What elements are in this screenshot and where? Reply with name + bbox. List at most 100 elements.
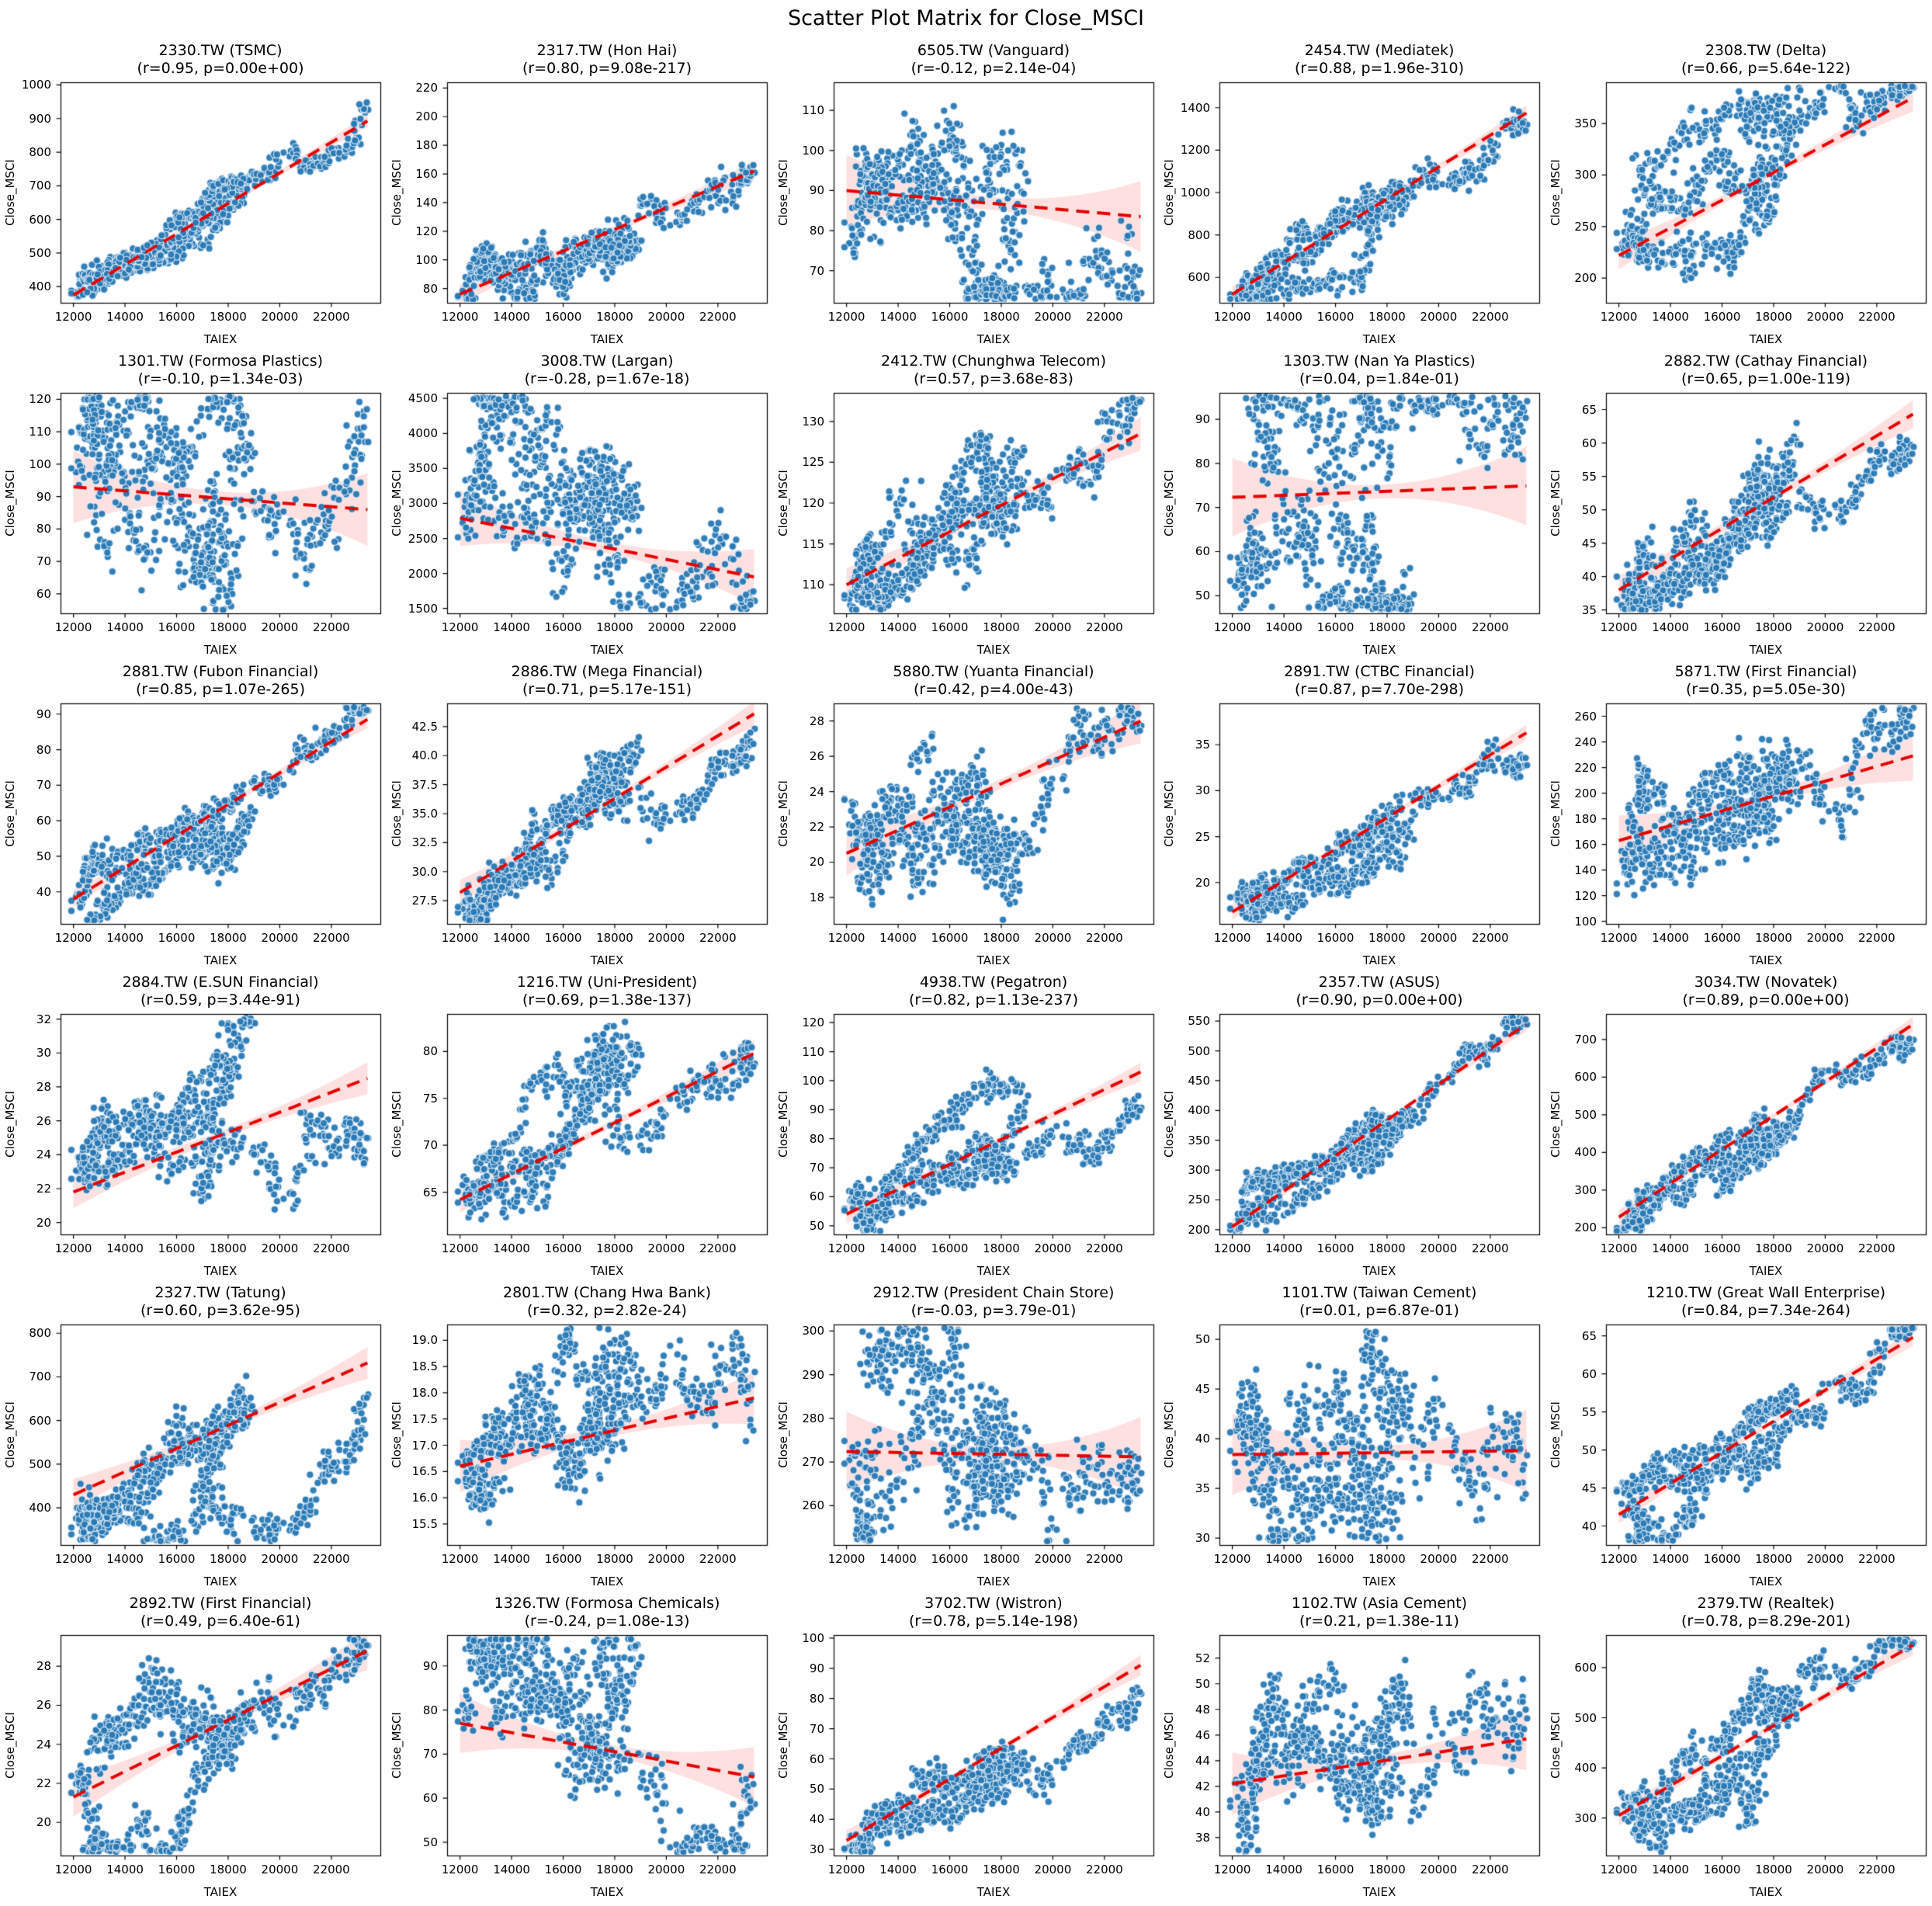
subplot-title: 1210.TW (Great Wall Enterprise) (r=0.84, … [1606, 1284, 1926, 1320]
y-tick-label: 18 [809, 890, 824, 904]
x-tick-label: 20000 [647, 1863, 685, 1876]
x-tick-label: 16000 [544, 310, 582, 324]
x-axis-label: TAIEX [976, 1574, 1011, 1588]
subplot-title: 2308.TW (Delta) (r=0.66, p=5.64e-122) [1606, 42, 1926, 78]
subplot-title-stats: (r=0.42, p=4.00e-43) [914, 681, 1074, 698]
subplot-title: 5871.TW (First Financial) (r=0.35, p=5.05… [1606, 663, 1926, 699]
y-tick-label: 17.5 [411, 1411, 438, 1426]
subplot-title-stock: 5871.TW (First Financial) [1674, 663, 1857, 680]
scatter-canvas-2330-tw [0, 40, 387, 351]
subplot-title: 6505.TW (Vanguard) (r=-0.12, p=2.14e-04) [834, 42, 1153, 78]
y-tick-label: 220 [415, 81, 438, 95]
y-tick-label: 500 [29, 1456, 51, 1471]
subplot-2357-tw: 2357.TW (ASUS) (r=0.90, p=0.00e+00) 200 250… [1159, 972, 1545, 1283]
x-tick-label: 20000 [647, 931, 685, 945]
x-tick-label: 14000 [879, 1552, 917, 1566]
subplot-title-stats: (r=0.65, p=1.00e-119) [1681, 370, 1851, 387]
y-tick-label: 100 [415, 252, 438, 267]
x-tick-label: 20000 [1806, 1552, 1844, 1566]
x-tick-label: 14000 [1265, 931, 1302, 945]
scatter-canvas-2308-tw [1545, 40, 1932, 351]
x-tick-label: 22000 [699, 931, 737, 945]
scatter-canvas-2317-tw [387, 40, 773, 351]
x-tick-label: 16000 [931, 1863, 969, 1876]
y-axis-label: Close_MSCI [390, 1091, 404, 1158]
y-tick-label: 100 [29, 457, 51, 471]
scatter-canvas-5880-tw [773, 661, 1160, 972]
x-tick-label: 20000 [647, 1552, 685, 1566]
subplot-title-stock: 1101.TW (Taiwan Cement) [1282, 1284, 1477, 1301]
x-axis-label: TAIEX [203, 1885, 238, 1899]
x-tick-label: 22000 [313, 1241, 350, 1255]
y-tick-label: 40 [1195, 1432, 1210, 1446]
y-tick-label: 35 [1195, 1481, 1210, 1496]
x-tick-label: 16000 [1703, 620, 1741, 634]
y-tick-label: 100 [1574, 914, 1597, 929]
x-tick-label: 14000 [1265, 1241, 1302, 1255]
x-tick-label: 22000 [1086, 1863, 1123, 1876]
scatter-canvas-4938-tw [773, 972, 1160, 1283]
y-tick-label: 180 [415, 138, 438, 153]
x-tick-label: 16000 [158, 620, 196, 634]
y-axis-label: Close_MSCI [1162, 1712, 1176, 1779]
y-tick-label: 35 [1195, 738, 1210, 752]
y-tick-label: 125 [802, 455, 824, 470]
subplot-2308-tw: 2308.TW (Delta) (r=0.66, p=5.64e-122) 200 2… [1545, 40, 1932, 351]
scatter-canvas-1326-tw [387, 1593, 773, 1904]
subplot-2327-tw: 2327.TW (Tatung) (r=0.60, p=3.62e-95) 400 5… [0, 1283, 387, 1593]
x-tick-label: 22000 [1472, 1552, 1509, 1566]
y-tick-label: 50 [1581, 1443, 1597, 1457]
x-tick-label: 16000 [931, 310, 969, 324]
y-tick-label: 40 [1581, 569, 1597, 584]
y-tick-label: 500 [1188, 1043, 1210, 1058]
subplot-title: 2454.TW (Mediatek) (r=0.88, p=1.96e-310) [1219, 42, 1539, 78]
subplot-title-stock: 3702.TW (Wistron) [924, 1595, 1063, 1612]
x-tick-label: 14000 [879, 931, 917, 945]
subplot-2882-tw: 2882.TW (Cathay Financial) (r=0.65, p=1.0… [1545, 351, 1932, 661]
scatter-canvas-2884-tw [0, 972, 387, 1283]
y-tick-label: 30 [1195, 1531, 1210, 1546]
x-tick-label: 22000 [1472, 1863, 1509, 1876]
x-tick-label: 16000 [931, 620, 969, 634]
y-axis-label: Close_MSCI [390, 159, 404, 226]
y-tick-label: 38 [1195, 1830, 1210, 1845]
y-tick-label: 70 [36, 778, 51, 793]
x-axis-label: TAIEX [1362, 1885, 1396, 1899]
y-tick-label: 115 [802, 536, 824, 551]
y-tick-label: 52 [1195, 1651, 1210, 1665]
y-tick-label: 19.0 [411, 1333, 438, 1348]
y-tick-label: 50 [809, 1218, 824, 1233]
y-tick-label: 600 [1574, 1660, 1597, 1675]
x-tick-label: 22000 [313, 931, 350, 945]
y-tick-label: 42.5 [411, 719, 438, 734]
y-tick-label: 2000 [408, 566, 438, 581]
x-tick-label: 18000 [596, 1863, 633, 1876]
x-tick-label: 20000 [1420, 1241, 1458, 1255]
subplot-title: 2891.TW (CTBC Financial) (r=0.87, p=7.70e… [1219, 663, 1539, 699]
x-tick-label: 18000 [1368, 1863, 1406, 1876]
subplot-title-stats: (r=0.87, p=7.70e-298) [1294, 681, 1465, 698]
y-tick-label: 100 [802, 143, 824, 158]
x-tick-label: 16000 [158, 310, 196, 324]
x-axis-label: TAIEX [1362, 332, 1396, 346]
y-tick-label: 22 [809, 820, 824, 835]
subplot-title: 2912.TW (President Chain Store) (r=-0.03,… [834, 1284, 1153, 1320]
y-tick-label: 40 [1581, 1519, 1597, 1533]
x-tick-label: 12000 [1213, 1863, 1251, 1876]
y-tick-label: 90 [1195, 412, 1210, 427]
subplot-title-stock: 2330.TW (TSMC) [158, 42, 283, 59]
subplot-title-stock: 2317.TW (Hon Hai) [536, 42, 678, 59]
y-tick-label: 60 [36, 586, 51, 601]
x-tick-label: 14000 [1652, 1863, 1689, 1876]
x-tick-label: 14000 [106, 1863, 144, 1876]
y-tick-label: 4500 [408, 391, 438, 406]
x-tick-label: 20000 [1420, 931, 1458, 945]
x-tick-label: 12000 [54, 310, 92, 324]
subplot-title-stock: 1210.TW (Great Wall Enterprise) [1646, 1284, 1886, 1301]
y-tick-label: 200 [1574, 1220, 1597, 1235]
x-tick-label: 14000 [1265, 1863, 1302, 1876]
subplot-3702-tw: 3702.TW (Wistron) (r=0.78, p=5.14e-198) 30… [773, 1593, 1160, 1904]
x-tick-label: 18000 [983, 1552, 1020, 1566]
x-tick-label: 12000 [1600, 1552, 1638, 1566]
y-tick-label: 400 [1188, 1103, 1210, 1118]
